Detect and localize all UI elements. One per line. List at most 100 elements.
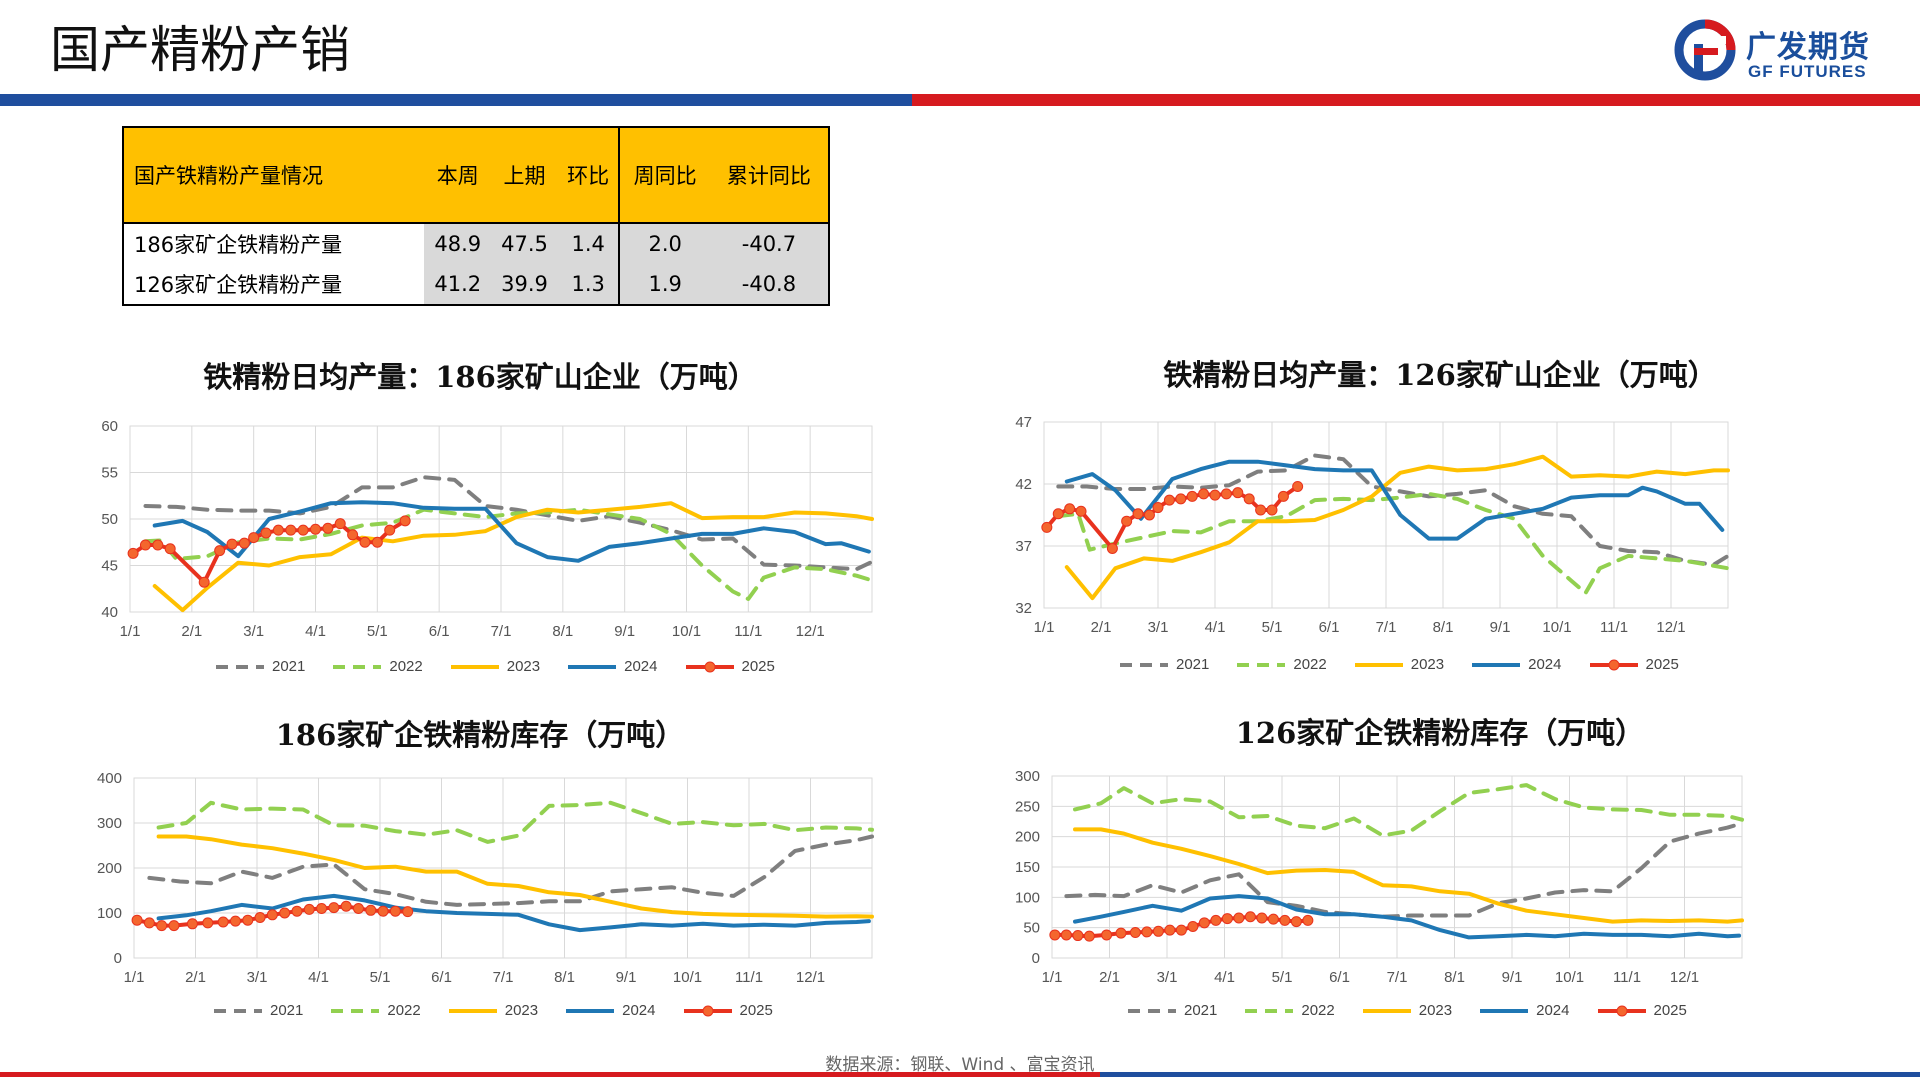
- x-tick-label: 6/1: [1319, 619, 1340, 636]
- x-tick-label: 10/1: [1542, 619, 1571, 636]
- legend-swatch-icon: [1480, 1008, 1529, 1013]
- legend-item-2024: 2024: [566, 658, 658, 675]
- legend-label: 2024: [1536, 1002, 1570, 1019]
- x-tick-label: 8/1: [1444, 969, 1465, 986]
- legend-item-2024: 2024: [1478, 1002, 1570, 1019]
- data-point-2025: [127, 547, 139, 559]
- x-tick-label: 4/1: [305, 623, 326, 640]
- x-tick-label: 8/1: [1433, 619, 1454, 636]
- x-tick-label: 11/1: [1600, 619, 1628, 636]
- y-tick-label: 200: [1015, 829, 1040, 846]
- series-line-2022: [1073, 783, 1744, 838]
- y-tick-label: 100: [97, 905, 122, 922]
- legend-item-2022: 2022: [1235, 656, 1327, 673]
- x-tick-label: 10/1: [1555, 969, 1584, 986]
- table-cell: 2.0: [618, 223, 710, 264]
- series-line-2023: [1073, 827, 1744, 924]
- data-point-2025: [1243, 493, 1255, 505]
- data-point-2025: [1152, 502, 1164, 514]
- data-point-2025: [340, 900, 352, 912]
- data-point-2025: [1083, 930, 1095, 942]
- y-tick-label: 0: [1032, 950, 1040, 967]
- x-tick-label: 5/1: [1262, 619, 1283, 636]
- table-cell: 1.4: [557, 223, 620, 264]
- chart-title: 铁精粉日均产量：126家矿山企业（万吨）: [1163, 358, 1717, 392]
- legend-item-2023: 2023: [1353, 656, 1444, 673]
- legend-swatch-icon: [333, 664, 382, 669]
- data-point-2025: [1072, 930, 1084, 942]
- y-tick-label: 45: [101, 558, 118, 575]
- data-point-2025: [285, 524, 297, 536]
- x-tick-label: 12/1: [796, 969, 825, 986]
- series-line-2021: [1056, 453, 1730, 567]
- y-tick-label: 0: [114, 950, 122, 967]
- series-line-2021: [143, 475, 874, 572]
- x-tick-label: 10/1: [673, 969, 702, 986]
- table-cell: 186家矿企铁精粉产量: [123, 223, 425, 264]
- chart-plot: 0 50 100 150 200 250 300 1/1 2/1 3/1 4/1 5/1 6/1 7/1 8…: [1015, 768, 1744, 986]
- legend-item-2021: 2021: [1126, 1002, 1217, 1019]
- production-summary-table: 国产铁精粉产量情况 本周 上期 环比 周同比 累计同比 186家矿企铁精粉产量 …: [122, 126, 830, 306]
- legend-label: 2024: [1528, 656, 1562, 673]
- legend-swatch-icon: [214, 1008, 262, 1013]
- data-point-2025: [1141, 926, 1153, 938]
- x-tick-label: 4/1: [308, 969, 329, 986]
- data-point-2025: [316, 903, 328, 914]
- x-tick-label: 7/1: [493, 969, 514, 986]
- y-tick-label: 50: [101, 511, 118, 528]
- table-cell: 126家矿企铁精粉产量: [123, 264, 425, 305]
- legend-label: 2025: [1645, 656, 1679, 673]
- data-point-2025: [291, 905, 303, 917]
- table-row: 186家矿企铁精粉产量 48.9 47.5 1.4 2.0 -40.7: [123, 223, 829, 264]
- series-line-2023: [152, 501, 874, 613]
- y-tick-label: 47: [1015, 414, 1032, 431]
- data-point-2025: [1041, 521, 1053, 533]
- y-tick-label: 400: [97, 770, 122, 787]
- chart-title: 铁精粉日均产量：186家矿山企业（万吨）: [203, 360, 757, 394]
- table-cell: 39.9: [491, 264, 558, 305]
- legend-label: 2025: [1653, 1002, 1687, 1019]
- x-tick-label: 1/1: [120, 623, 141, 640]
- company-logo: 广发期货 GF FUTURES: [1672, 14, 1902, 94]
- chart-title: 126家矿企铁精粉库存（万吨）: [1235, 716, 1645, 750]
- data-point-2025: [1266, 504, 1278, 516]
- y-tick-label: 42: [1015, 476, 1032, 493]
- table-header-cell: 周同比: [618, 127, 710, 224]
- x-tick-label: 3/1: [1157, 969, 1178, 986]
- series-line-2025: [135, 904, 410, 928]
- data-point-2025: [1129, 927, 1141, 939]
- x-tick-label: 2/1: [1099, 969, 1120, 986]
- data-point-2025: [260, 527, 272, 539]
- table-cell: 1.9: [618, 264, 710, 305]
- data-point-2025: [1279, 914, 1291, 926]
- table-header-cell: 国产铁精粉产量情况: [123, 127, 425, 224]
- legend-label: 2022: [389, 658, 423, 675]
- data-point-2025: [1049, 929, 1061, 941]
- legend-item-2024: 2024: [1470, 656, 1562, 673]
- series-line-2025: [1052, 914, 1310, 939]
- chart-plot: 32 37 42 47 1/1 2/1 3/1 4/1 5/1 6/1 7/1 8/1 9/1 10/1 1…: [1015, 414, 1730, 636]
- x-tick-label: 4/1: [1205, 619, 1226, 636]
- data-point-2025: [399, 515, 411, 527]
- table-header-row: 国产铁精粉产量情况 本周 上期 环比 周同比 累计同比: [123, 127, 829, 224]
- legend-swatch-icon: [683, 1005, 732, 1016]
- x-tick-label: 12/1: [1656, 619, 1685, 636]
- data-point-2025: [1187, 920, 1199, 932]
- chart-legend: 2021 2022 2023 2024 2025: [1126, 1002, 1687, 1019]
- data-point-2025: [1244, 911, 1256, 923]
- table-cell: -40.8: [709, 264, 829, 305]
- legend-item-2023: 2023: [447, 1002, 538, 1019]
- legend-item-2023: 2023: [449, 658, 540, 675]
- data-point-2025: [1064, 503, 1076, 515]
- legend-swatch-icon: [1245, 1008, 1294, 1013]
- x-tick-label: 11/1: [734, 623, 762, 640]
- legend-swatch-icon: [685, 661, 734, 672]
- data-point-2025: [371, 536, 383, 548]
- chart-plot: 0 100 200 300 400 1/1 2/1 3/1 4/1 5/1 6/1 7/1 8/1 9/1…: [97, 770, 874, 986]
- chart-legend: 2021 2022 2023 2024 2025: [212, 1002, 773, 1019]
- data-point-2025: [1277, 490, 1289, 502]
- data-point-2025: [402, 906, 414, 918]
- data-point-2025: [1052, 508, 1064, 520]
- data-point-2025: [384, 524, 396, 536]
- data-point-2025: [156, 920, 168, 932]
